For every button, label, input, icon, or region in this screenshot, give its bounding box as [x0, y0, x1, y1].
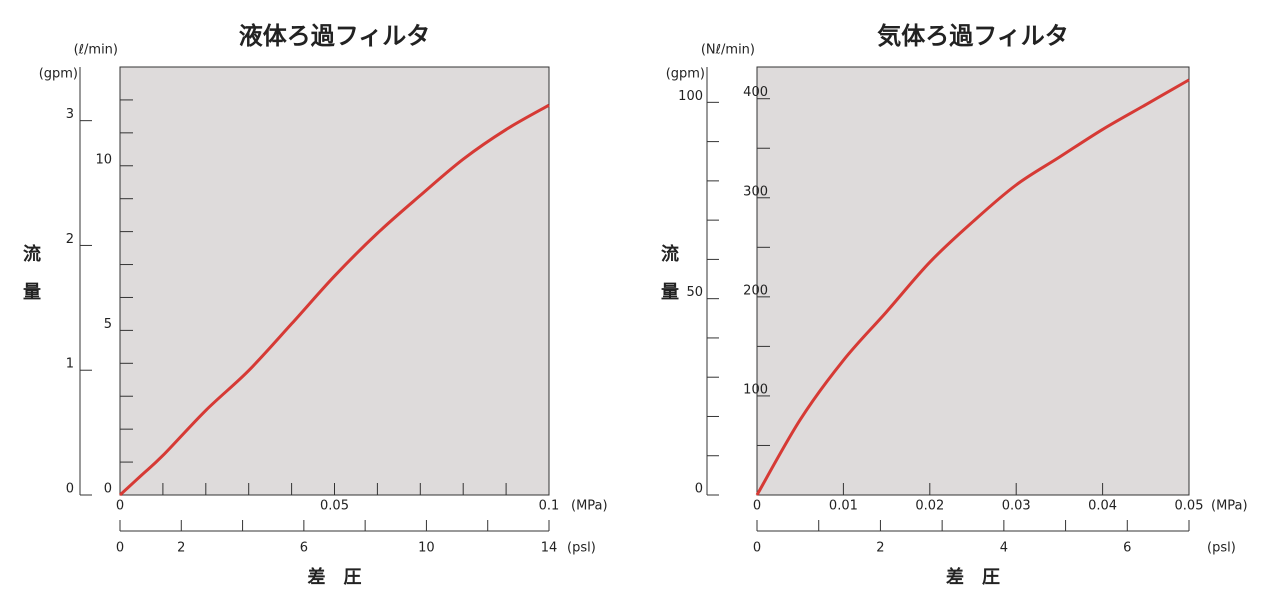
- y-unit: (ℓ/min): [74, 43, 118, 58]
- y2-tick-label: 50: [686, 285, 703, 300]
- y-tick-label: 0: [104, 482, 112, 497]
- y-tick-label: 400: [743, 85, 768, 100]
- x-tick-label: 0: [753, 499, 761, 514]
- x-tick-label: 0.01: [829, 499, 858, 514]
- y2-tick-label: 0: [66, 482, 74, 497]
- x2-tick-label: 0: [753, 541, 761, 556]
- y-tick-label: 200: [743, 283, 768, 298]
- line-series: [755, 78, 1190, 496]
- y2-tick-label: 3: [66, 107, 74, 122]
- y2-tick-label: 100: [678, 89, 703, 104]
- x-unit: (MPa): [1211, 499, 1248, 514]
- y2-unit: (gpm): [39, 67, 78, 82]
- x-axis-title: 差 圧: [308, 566, 362, 588]
- x2-tick-label: 4: [1000, 541, 1008, 556]
- x-tick-label: 0: [116, 499, 124, 514]
- x-unit: (MPa): [571, 499, 608, 514]
- chart-title: 液体ろ過フィルタ: [239, 22, 431, 50]
- x-tick-label: 0.02: [915, 499, 944, 514]
- x-tick-label: 0.05: [1175, 499, 1204, 514]
- y-axis-title: 流量: [658, 243, 679, 320]
- x-tick-label: 0.03: [1002, 499, 1031, 514]
- x-tick-label: 0.04: [1088, 499, 1117, 514]
- x2-tick-label: 14: [541, 541, 558, 556]
- y-unit: (Nℓ/min): [701, 43, 755, 58]
- x2-tick-label: 10: [418, 541, 435, 556]
- y-axis-title: 流量: [20, 243, 41, 320]
- x2-tick-label: 2: [876, 541, 884, 556]
- x2-tick-label: 6: [1123, 541, 1131, 556]
- y2-tick-label: 1: [66, 357, 74, 372]
- y2-tick-label: 2: [66, 232, 74, 247]
- y-tick-label: 300: [743, 184, 768, 199]
- y-tick-label: 10: [95, 152, 112, 167]
- x-axis-title: 差 圧: [946, 566, 1000, 588]
- y-tick-label: 5: [104, 317, 112, 332]
- x2-unit: (psl): [567, 541, 596, 556]
- plot-area: [756, 66, 1190, 496]
- line-series: [118, 103, 550, 497]
- x2-tick-label: 2: [177, 541, 185, 556]
- x2-tick-label: 0: [116, 541, 124, 556]
- x-tick-label: 0.1: [539, 499, 560, 514]
- y2-unit: (gpm): [666, 67, 705, 82]
- y2-tick-label: 0: [695, 482, 703, 497]
- y-tick-label: 100: [743, 382, 768, 397]
- x-tick-label: 0.05: [320, 499, 349, 514]
- x2-tick-label: 6: [300, 541, 308, 556]
- x2-unit: (psl): [1207, 541, 1236, 556]
- chart-title: 気体ろ過フィルタ: [877, 22, 1069, 50]
